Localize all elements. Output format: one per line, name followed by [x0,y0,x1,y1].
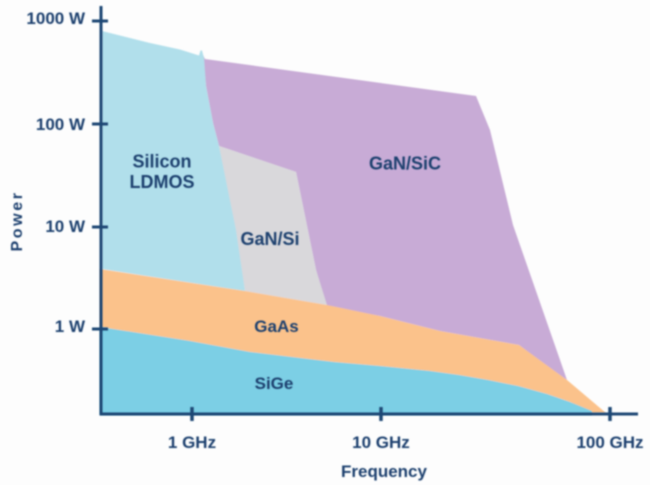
svg-text:1000 W: 1000 W [26,9,86,28]
svg-text:GaN/Si: GaN/Si [240,229,299,249]
svg-text:10 GHz: 10 GHz [352,433,410,452]
svg-text:10 W: 10 W [45,217,86,236]
svg-text:1 GHz: 1 GHz [168,433,216,452]
svg-text:SiGe: SiGe [255,374,294,393]
svg-text:GaN/SiC: GaN/SiC [369,154,441,174]
svg-text:1 W: 1 W [55,317,86,336]
svg-text:100 GHz: 100 GHz [576,433,643,452]
svg-text:Frequency: Frequency [341,462,428,481]
svg-text:LDMOS: LDMOS [130,172,195,192]
svg-text:Silicon: Silicon [132,152,191,172]
svg-text:Power: Power [9,190,26,251]
svg-text:GaAs: GaAs [254,317,298,336]
svg-text:100 W: 100 W [36,115,86,134]
